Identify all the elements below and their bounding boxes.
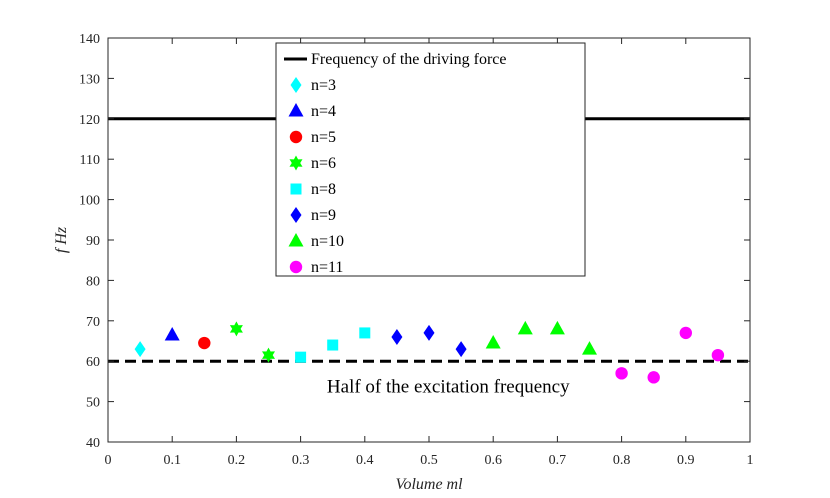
point-n-4 [164,326,180,341]
legend-entry-n-4: n=4 [311,103,336,120]
x-tick-label: 0.2 [228,453,246,468]
x-tick-label: 0.8 [613,453,631,468]
point-n-10 [517,320,533,335]
legend-marker-n-9 [290,207,302,223]
point-n-11 [615,367,628,380]
legend-marker-n-5 [289,130,303,144]
x-tick-label: 0.6 [484,453,502,468]
x-tick-label: 1 [747,453,754,468]
legend-marker-n-6 [289,155,303,171]
point-n-6 [262,347,275,363]
legend-marker-n-10 [288,233,304,247]
point-n-11 [679,326,692,340]
legend-entry-driving-force: Frequency of the driving force [311,51,506,68]
point-n-3 [134,341,146,358]
axis-ticks: 0 0.1 0.2 0.3 0.4 0.5 0.6 0.7 0.8 0.9 140506070809… [79,32,754,468]
legend-entry-n-6: n=6 [311,155,336,172]
y-tick-label: 70 [86,315,100,330]
x-tick-label: 0.9 [677,453,695,468]
half-frequency-annotation: Half of the excitation frequency [327,376,570,397]
point-n-8 [295,351,307,363]
y-tick-label: 130 [79,72,100,87]
point-n-6 [229,321,243,337]
x-axis-title: Volume ml [395,476,463,493]
y-axis-title: f Hz [53,226,70,253]
x-tick-label: 0.3 [292,453,310,468]
point-n-10 [582,341,597,355]
y-tick-label: 110 [80,153,100,168]
y-tick-label: 120 [79,113,100,128]
y-tick-label: 100 [79,194,100,209]
legend-box [275,42,586,277]
legend-marker-n-8 [290,183,302,195]
legend-entry-n-11: n=11 [311,259,343,276]
legend-entry-n-9: n=9 [311,207,336,224]
legend-entry-n-5: n=5 [311,129,336,146]
y-tick-label: 60 [86,355,100,370]
legend-entry-n-3: n=3 [311,77,336,94]
point-n-9 [391,328,403,345]
x-tick-label: 0.5 [420,453,438,468]
point-n-9 [455,341,467,358]
x-tick-label: 0.1 [163,453,181,468]
point-n-11 [711,348,725,362]
legend-marker-n-3 [290,77,302,93]
point-n-8 [359,327,371,339]
legend-entry-n-10: n=10 [311,233,344,250]
y-tick-label: 50 [86,396,100,411]
point-n-5 [198,336,211,350]
legend-entry-n-8: n=8 [311,181,336,198]
y-tick-label: 80 [86,274,100,289]
point-n-10 [485,335,501,349]
point-n-10 [549,320,565,335]
point-n-8 [327,339,339,351]
x-tick-label: 0.7 [549,453,567,468]
y-tick-label: 90 [86,234,100,249]
legend-marker-n-11 [289,260,303,274]
point-n-9 [423,324,435,341]
point-n-11 [647,371,660,384]
y-tick-label: 140 [79,32,100,47]
legend-marker-n-4 [288,103,304,117]
x-tick-label: 0.4 [356,453,374,468]
y-tick-label: 40 [86,436,100,451]
legend: Frequency of the driving force n=3 n=4 n=5 n… [275,42,586,277]
x-tick-label: 0 [105,453,112,468]
data-markers [134,320,725,384]
